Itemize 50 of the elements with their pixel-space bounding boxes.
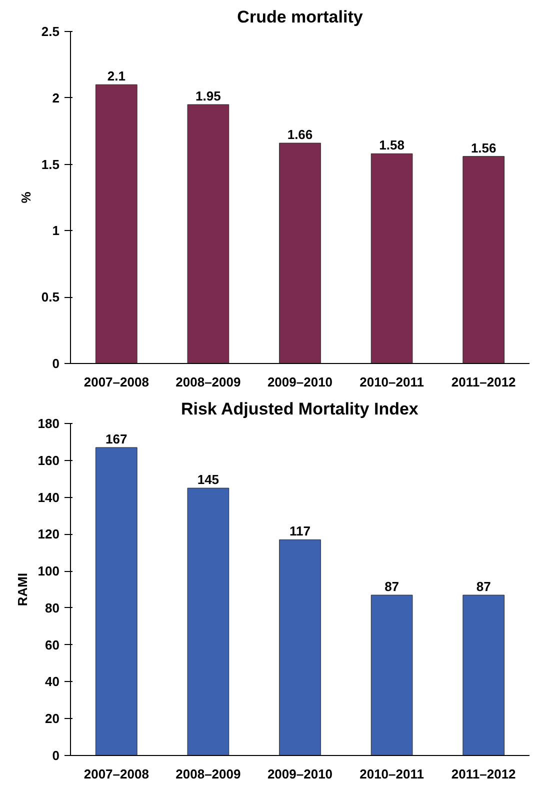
x-tick-label: 2009–2010: [267, 766, 333, 782]
bar: [370, 594, 413, 756]
y-tick-label: 100: [38, 564, 60, 579]
y-tick-label: 40: [45, 674, 60, 690]
data-label: 87: [476, 579, 491, 594]
y-tick-label: 160: [38, 452, 60, 468]
bar: [95, 84, 138, 364]
data-label: 2.1: [107, 68, 126, 84]
chart-title: Crude mortality: [237, 8, 364, 26]
y-tick-label: 0: [52, 356, 60, 371]
data-label: 145: [197, 472, 220, 488]
data-label: 117: [290, 524, 310, 539]
data-label: 87: [384, 579, 400, 594]
data-label: 167: [106, 431, 128, 446]
x-tick-label: 2011–2012: [451, 766, 516, 782]
bar: [370, 153, 413, 364]
x-tick-label: 2010–2011: [360, 766, 424, 782]
y-tick-label: 80: [45, 600, 60, 616]
data-label: 1.58: [379, 138, 404, 153]
x-tick-label: 2008–2009: [176, 766, 241, 782]
x-tick-label: 2007–2008: [84, 374, 149, 390]
y-tick-label: 0.5: [41, 290, 60, 305]
y-tick-label: 0: [52, 748, 60, 763]
y-tick-label: 1.5: [41, 156, 60, 172]
x-tick-label: 2010–2011: [360, 374, 424, 390]
bar: [187, 488, 230, 756]
y-tick-label: 180: [38, 416, 60, 431]
x-tick-label: 2007–2008: [84, 766, 149, 782]
y-tick-label: 140: [38, 490, 60, 505]
bar: [95, 447, 138, 756]
x-tick-label: 2009–2010: [267, 374, 333, 390]
y-tick-label: 1: [52, 223, 60, 238]
y-axis-title: RAMI: [14, 572, 30, 606]
y-tick-label: 120: [38, 526, 60, 542]
data-label: 1.95: [196, 88, 221, 104]
x-tick-label: 2011–2012: [451, 374, 516, 390]
bar: [279, 142, 321, 364]
y-tick-label: 60: [45, 637, 60, 652]
bar: [279, 539, 321, 756]
data-label: 1.56: [470, 140, 496, 156]
bar: [187, 104, 230, 364]
bar: [462, 156, 505, 364]
chart-title: Risk Adjusted Mortality Index: [180, 400, 419, 418]
y-tick-label: 20: [45, 711, 60, 726]
y-tick-label: 2.5: [41, 24, 60, 39]
data-label: 1.66: [287, 127, 313, 142]
y-axis-title: %: [18, 191, 34, 204]
y-tick-label: 2: [52, 90, 60, 106]
bar: [462, 594, 505, 756]
x-tick-label: 2008–2009: [176, 374, 241, 390]
